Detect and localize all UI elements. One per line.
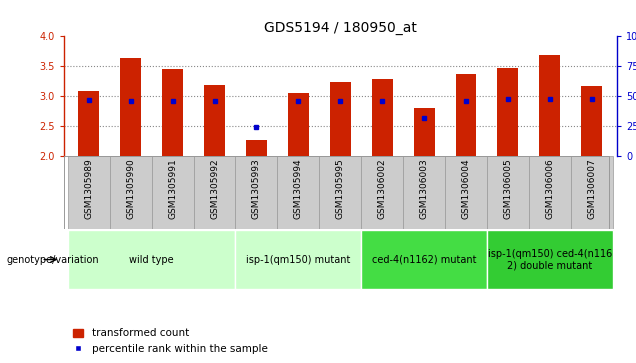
Bar	[371, 79, 392, 156]
Bar	[571, 156, 612, 229]
Bar	[193, 156, 235, 229]
Text: GSM1305994: GSM1305994	[294, 158, 303, 219]
Text: GSM1306002: GSM1306002	[378, 158, 387, 219]
Text: GSM1306004: GSM1306004	[462, 158, 471, 219]
Bar	[78, 91, 99, 156]
Bar	[413, 107, 434, 156]
Bar	[120, 58, 141, 156]
Bar	[288, 93, 309, 156]
Text: ced-4(n1162) mutant: ced-4(n1162) mutant	[372, 254, 476, 265]
Text: GSM1306005: GSM1306005	[504, 158, 513, 219]
Bar	[68, 156, 110, 229]
Bar	[403, 156, 445, 229]
Text: GSM1305995: GSM1305995	[336, 158, 345, 219]
Text: wild type: wild type	[129, 254, 174, 265]
Bar	[361, 156, 403, 229]
Bar	[319, 156, 361, 229]
Text: GSM1305992: GSM1305992	[210, 158, 219, 219]
Bar	[68, 230, 235, 289]
Bar	[246, 140, 267, 156]
Bar	[497, 68, 518, 156]
Title: GDS5194 / 180950_at: GDS5194 / 180950_at	[264, 21, 417, 35]
Bar	[455, 74, 476, 156]
Bar	[162, 69, 183, 156]
Bar	[235, 156, 277, 229]
Text: GSM1306003: GSM1306003	[420, 158, 429, 219]
Text: GSM1305989: GSM1305989	[84, 158, 93, 219]
Bar	[581, 86, 602, 156]
Bar	[361, 230, 487, 289]
Legend: transformed count, percentile rank within the sample: transformed count, percentile rank withi…	[69, 324, 272, 358]
Bar	[529, 156, 571, 229]
Bar	[445, 156, 487, 229]
Text: GSM1305991: GSM1305991	[168, 158, 177, 219]
Bar	[277, 156, 319, 229]
Bar	[539, 55, 560, 156]
Text: GSM1306007: GSM1306007	[587, 158, 597, 219]
Bar	[487, 156, 529, 229]
Bar	[109, 156, 151, 229]
Bar	[151, 156, 193, 229]
Bar	[204, 85, 225, 156]
Bar	[235, 230, 361, 289]
Text: GSM1305990: GSM1305990	[126, 158, 135, 219]
Bar	[487, 230, 612, 289]
Text: isp-1(qm150) ced-4(n116
2) double mutant: isp-1(qm150) ced-4(n116 2) double mutant	[488, 249, 612, 270]
Bar	[330, 82, 350, 156]
Text: isp-1(qm150) mutant: isp-1(qm150) mutant	[246, 254, 350, 265]
Text: genotype/variation: genotype/variation	[6, 254, 99, 265]
Text: GSM1305993: GSM1305993	[252, 158, 261, 219]
Text: GSM1306006: GSM1306006	[545, 158, 555, 219]
